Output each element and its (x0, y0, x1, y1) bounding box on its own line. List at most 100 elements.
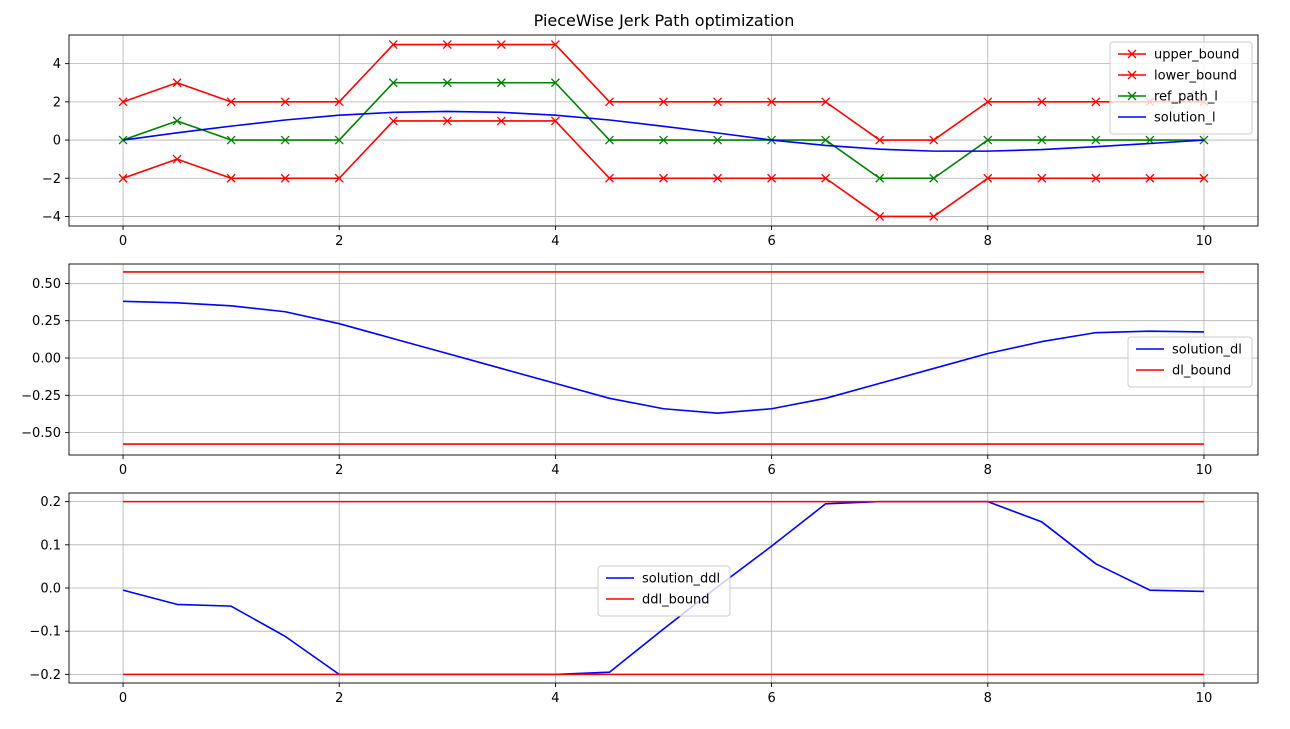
data-point (550, 116, 560, 126)
legend-marker (1127, 49, 1137, 59)
data-point (550, 40, 560, 50)
data-point (713, 173, 723, 183)
legend-label: ref_path_l (1154, 90, 1218, 105)
legend: upper_bound lower_bound ref_path_l solution… (1109, 41, 1253, 135)
data-point (280, 173, 290, 183)
x-tick-label: 4 (551, 234, 559, 249)
y-tick-label: −4 (42, 210, 61, 225)
data-point (767, 97, 777, 107)
y-tick-label: 0.50 (32, 277, 61, 292)
data-point (280, 97, 290, 107)
series-ref_path_l (118, 78, 1209, 183)
data-point (496, 116, 506, 126)
plots: 0 2 4 6 8 10 −4 −2 0 2 4 upper_bound lower_bound ref_… (21, 34, 1259, 706)
data-point (1145, 173, 1155, 183)
subplot-2: 0 2 4 6 8 10 −0.50 −0.25 0.00 0.25 0.50 solution_dl… (21, 263, 1259, 478)
y-tick-label: −0.2 (29, 668, 61, 683)
x-tick-label: 6 (767, 234, 775, 249)
data-point (875, 135, 885, 145)
ticks: 0 2 4 6 8 10 −0.50 −0.25 0.00 0.25 0.50 (21, 277, 1212, 478)
data-point (875, 211, 885, 221)
data-point (442, 78, 452, 88)
x-tick-label: 2 (335, 691, 343, 706)
data-point (1037, 135, 1047, 145)
data-point (1091, 135, 1101, 145)
data-point (659, 97, 668, 107)
data-point (821, 173, 831, 183)
data-point (334, 97, 344, 107)
y-tick-label: 4 (53, 57, 61, 72)
data-point (713, 97, 723, 107)
x-tick-label: 4 (551, 463, 559, 478)
data-point (604, 97, 614, 107)
data-point (767, 173, 777, 183)
x-tick-label: 0 (119, 234, 127, 249)
data-point (929, 135, 939, 145)
subplot-1: 0 2 4 6 8 10 −4 −2 0 2 4 upper_bound lower_bound ref_… (42, 34, 1259, 249)
x-tick-label: 0 (119, 691, 127, 706)
x-tick-label: 4 (551, 691, 559, 706)
series-line (122, 110, 1205, 152)
series-line (122, 120, 1204, 218)
data-point (983, 173, 993, 183)
legend-label: solution_l (1154, 111, 1216, 126)
y-tick-label: 0.00 (32, 352, 61, 367)
data-point (1037, 97, 1047, 107)
legend-label: ddl_bound (642, 593, 710, 608)
y-tick-label: −0.50 (21, 426, 61, 441)
series-upper_bound (118, 40, 1209, 145)
data-point (280, 135, 290, 145)
data-point (496, 78, 506, 88)
y-tick-label: −0.25 (21, 389, 61, 404)
legend: solution_dl dl_bound (1127, 336, 1253, 388)
x-tick-label: 10 (1196, 691, 1213, 706)
data-point (442, 40, 452, 50)
x-tick-label: 10 (1196, 463, 1213, 478)
subplot-3: 0 2 4 6 8 10 −0.2 −0.1 0.0 0.1 0.2 solution_ddl ddl_… (29, 492, 1259, 706)
legend-marker (1127, 91, 1137, 101)
legend-label: dl_bound (1172, 364, 1231, 379)
data-point (172, 116, 182, 126)
y-tick-label: 0.2 (40, 495, 61, 510)
series-line (122, 81, 1204, 180)
legend: solution_ddl ddl_bound (597, 565, 731, 617)
y-tick-label: −2 (42, 172, 61, 187)
data-point (1037, 173, 1047, 183)
legend-box (1109, 41, 1253, 135)
series-lower_bound (118, 116, 1209, 221)
data-point (496, 40, 506, 50)
data-point (1199, 173, 1209, 183)
x-tick-label: 8 (984, 234, 992, 249)
y-tick-label: 0.1 (40, 538, 61, 553)
data-point (821, 135, 831, 145)
y-tick-label: 0.25 (32, 314, 61, 329)
data-point (983, 97, 993, 107)
legend-label: upper_bound (1154, 48, 1240, 63)
data-point (172, 78, 182, 88)
data-point (713, 135, 723, 145)
data-point (118, 135, 128, 145)
data-point (1091, 97, 1101, 107)
axes-frame (68, 263, 1259, 456)
data-point (334, 173, 344, 183)
series-solution_dl (123, 300, 1204, 415)
data-point (388, 40, 398, 50)
legend-marker (1127, 70, 1137, 80)
data-point (550, 78, 560, 88)
y-tick-label: −0.1 (29, 625, 61, 640)
data-point (226, 173, 236, 183)
axes-frame (68, 34, 1259, 227)
y-tick-label: 0.0 (40, 582, 61, 597)
data-point (821, 97, 831, 107)
series-solution_l (122, 110, 1205, 152)
data-point (659, 173, 668, 183)
data-point (226, 135, 236, 145)
data-point (604, 135, 614, 145)
data-point (172, 154, 182, 164)
legend-label: solution_dl (1172, 343, 1242, 358)
x-tick-label: 6 (767, 463, 775, 478)
series-line (123, 300, 1204, 415)
x-tick-label: 0 (119, 463, 127, 478)
data-point (1091, 173, 1101, 183)
